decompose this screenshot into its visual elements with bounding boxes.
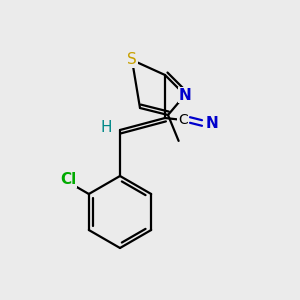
Text: Cl: Cl — [60, 172, 77, 188]
Text: C: C — [178, 113, 188, 127]
Text: N: N — [206, 116, 218, 130]
Text: S: S — [127, 52, 137, 68]
Text: N: N — [178, 88, 191, 103]
Text: H: H — [100, 121, 112, 136]
